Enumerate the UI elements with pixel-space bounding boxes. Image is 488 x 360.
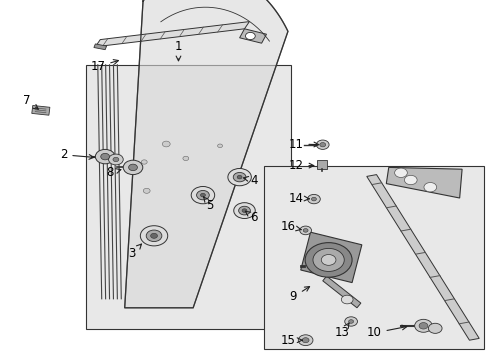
Text: 2: 2 xyxy=(60,148,94,161)
Text: 10: 10 xyxy=(366,325,406,339)
Circle shape xyxy=(95,149,115,164)
Circle shape xyxy=(321,255,335,265)
Bar xyxy=(264,166,483,349)
Circle shape xyxy=(423,183,436,192)
Text: 11: 11 xyxy=(288,138,318,150)
Text: 4: 4 xyxy=(243,174,258,186)
Circle shape xyxy=(113,157,119,162)
Text: 9: 9 xyxy=(289,287,309,303)
Polygon shape xyxy=(300,232,361,283)
Circle shape xyxy=(341,295,352,304)
Circle shape xyxy=(344,317,357,326)
Circle shape xyxy=(307,194,320,204)
Text: 7: 7 xyxy=(23,94,38,109)
Polygon shape xyxy=(32,105,50,115)
Circle shape xyxy=(200,193,205,197)
Text: 3: 3 xyxy=(128,244,141,260)
Circle shape xyxy=(227,168,251,186)
Circle shape xyxy=(183,156,188,161)
Polygon shape xyxy=(95,22,249,47)
Circle shape xyxy=(404,175,416,185)
Polygon shape xyxy=(239,29,266,43)
Text: 8: 8 xyxy=(106,166,121,179)
Polygon shape xyxy=(230,173,242,185)
Circle shape xyxy=(298,335,312,346)
Circle shape xyxy=(427,323,441,333)
Circle shape xyxy=(101,153,109,160)
Circle shape xyxy=(217,144,222,148)
Polygon shape xyxy=(322,276,360,308)
Text: 17: 17 xyxy=(90,60,118,73)
Circle shape xyxy=(140,226,167,246)
Circle shape xyxy=(348,320,353,323)
Circle shape xyxy=(150,233,157,238)
Text: 13: 13 xyxy=(334,323,349,339)
Circle shape xyxy=(123,160,142,175)
Circle shape xyxy=(191,186,214,204)
Text: 16: 16 xyxy=(281,220,301,233)
Circle shape xyxy=(162,141,170,147)
Text: 12: 12 xyxy=(288,159,313,172)
Circle shape xyxy=(305,243,351,277)
Polygon shape xyxy=(124,0,287,308)
Circle shape xyxy=(299,226,311,235)
Circle shape xyxy=(233,203,255,219)
Circle shape xyxy=(108,154,123,165)
Text: 14: 14 xyxy=(288,192,308,204)
Circle shape xyxy=(414,319,431,332)
Text: 6: 6 xyxy=(245,211,258,224)
Circle shape xyxy=(238,206,250,215)
Circle shape xyxy=(394,168,407,177)
Bar xyxy=(85,65,290,329)
Circle shape xyxy=(141,160,147,164)
Circle shape xyxy=(316,140,328,149)
Circle shape xyxy=(311,197,316,201)
Polygon shape xyxy=(366,175,478,340)
Polygon shape xyxy=(386,167,461,198)
Polygon shape xyxy=(316,160,326,169)
Circle shape xyxy=(245,32,255,40)
Circle shape xyxy=(242,209,246,212)
Text: 1: 1 xyxy=(174,40,182,61)
Polygon shape xyxy=(94,44,106,50)
Circle shape xyxy=(143,188,150,193)
Circle shape xyxy=(233,172,245,182)
Circle shape xyxy=(128,164,137,171)
Circle shape xyxy=(303,229,307,232)
Circle shape xyxy=(319,143,325,147)
Circle shape xyxy=(196,190,209,200)
Text: 15: 15 xyxy=(281,334,302,347)
Circle shape xyxy=(146,230,162,242)
Circle shape xyxy=(237,175,242,179)
Circle shape xyxy=(312,248,344,271)
Text: 5: 5 xyxy=(203,197,214,212)
Circle shape xyxy=(418,323,427,329)
Circle shape xyxy=(302,338,308,343)
